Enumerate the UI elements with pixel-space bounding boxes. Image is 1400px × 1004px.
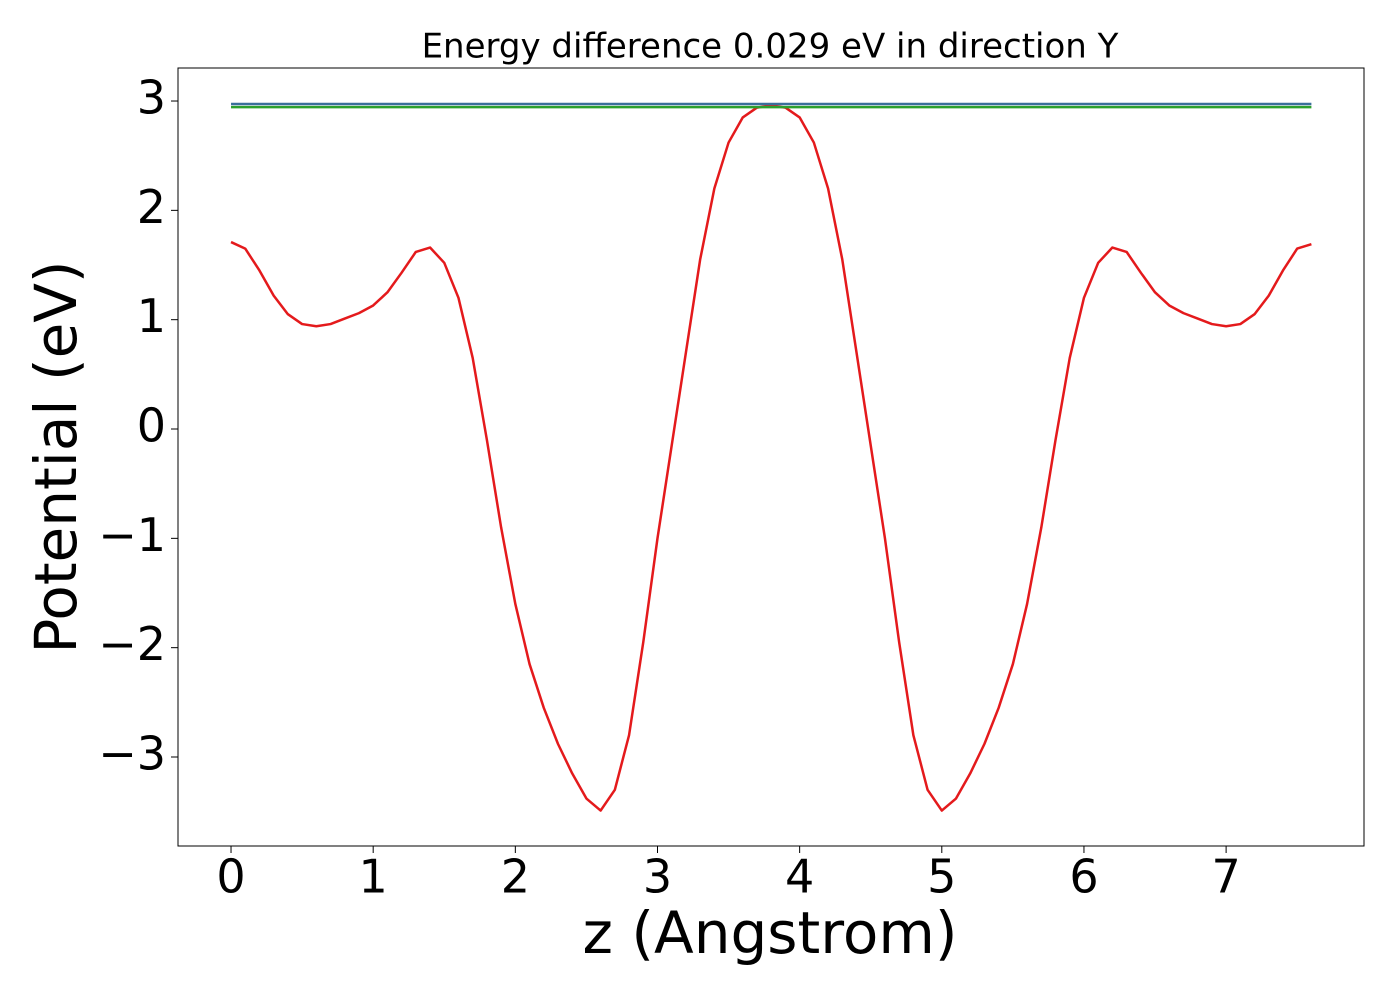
y-tick-label: 3: [137, 71, 166, 125]
x-tick-label: 3: [643, 850, 672, 904]
y-tick-label: 1: [137, 289, 166, 343]
x-tick-label: 4: [785, 850, 814, 904]
y-tick-label: 2: [137, 180, 166, 234]
x-axis-label: z (Angstrom): [583, 899, 958, 967]
plot-frame: [177, 67, 1365, 847]
x-tick-label: 1: [359, 850, 388, 904]
y-tick-label: 0: [137, 399, 166, 453]
y-tick-label: −1: [98, 508, 166, 562]
chart-title: Energy difference 0.029 eV in direction …: [422, 27, 1119, 67]
x-tick-label: 2: [501, 850, 530, 904]
x-tick-label: 6: [1069, 850, 1098, 904]
y-tick-label: −2: [98, 617, 166, 671]
x-tick-label: 0: [216, 850, 245, 904]
y-axis-label: Potential (eV): [22, 260, 90, 653]
data-line: [230, 104, 1312, 812]
y-tick-label: −3: [98, 727, 166, 781]
x-tick-label: 7: [1211, 850, 1240, 904]
x-tick-label: 5: [927, 850, 956, 904]
